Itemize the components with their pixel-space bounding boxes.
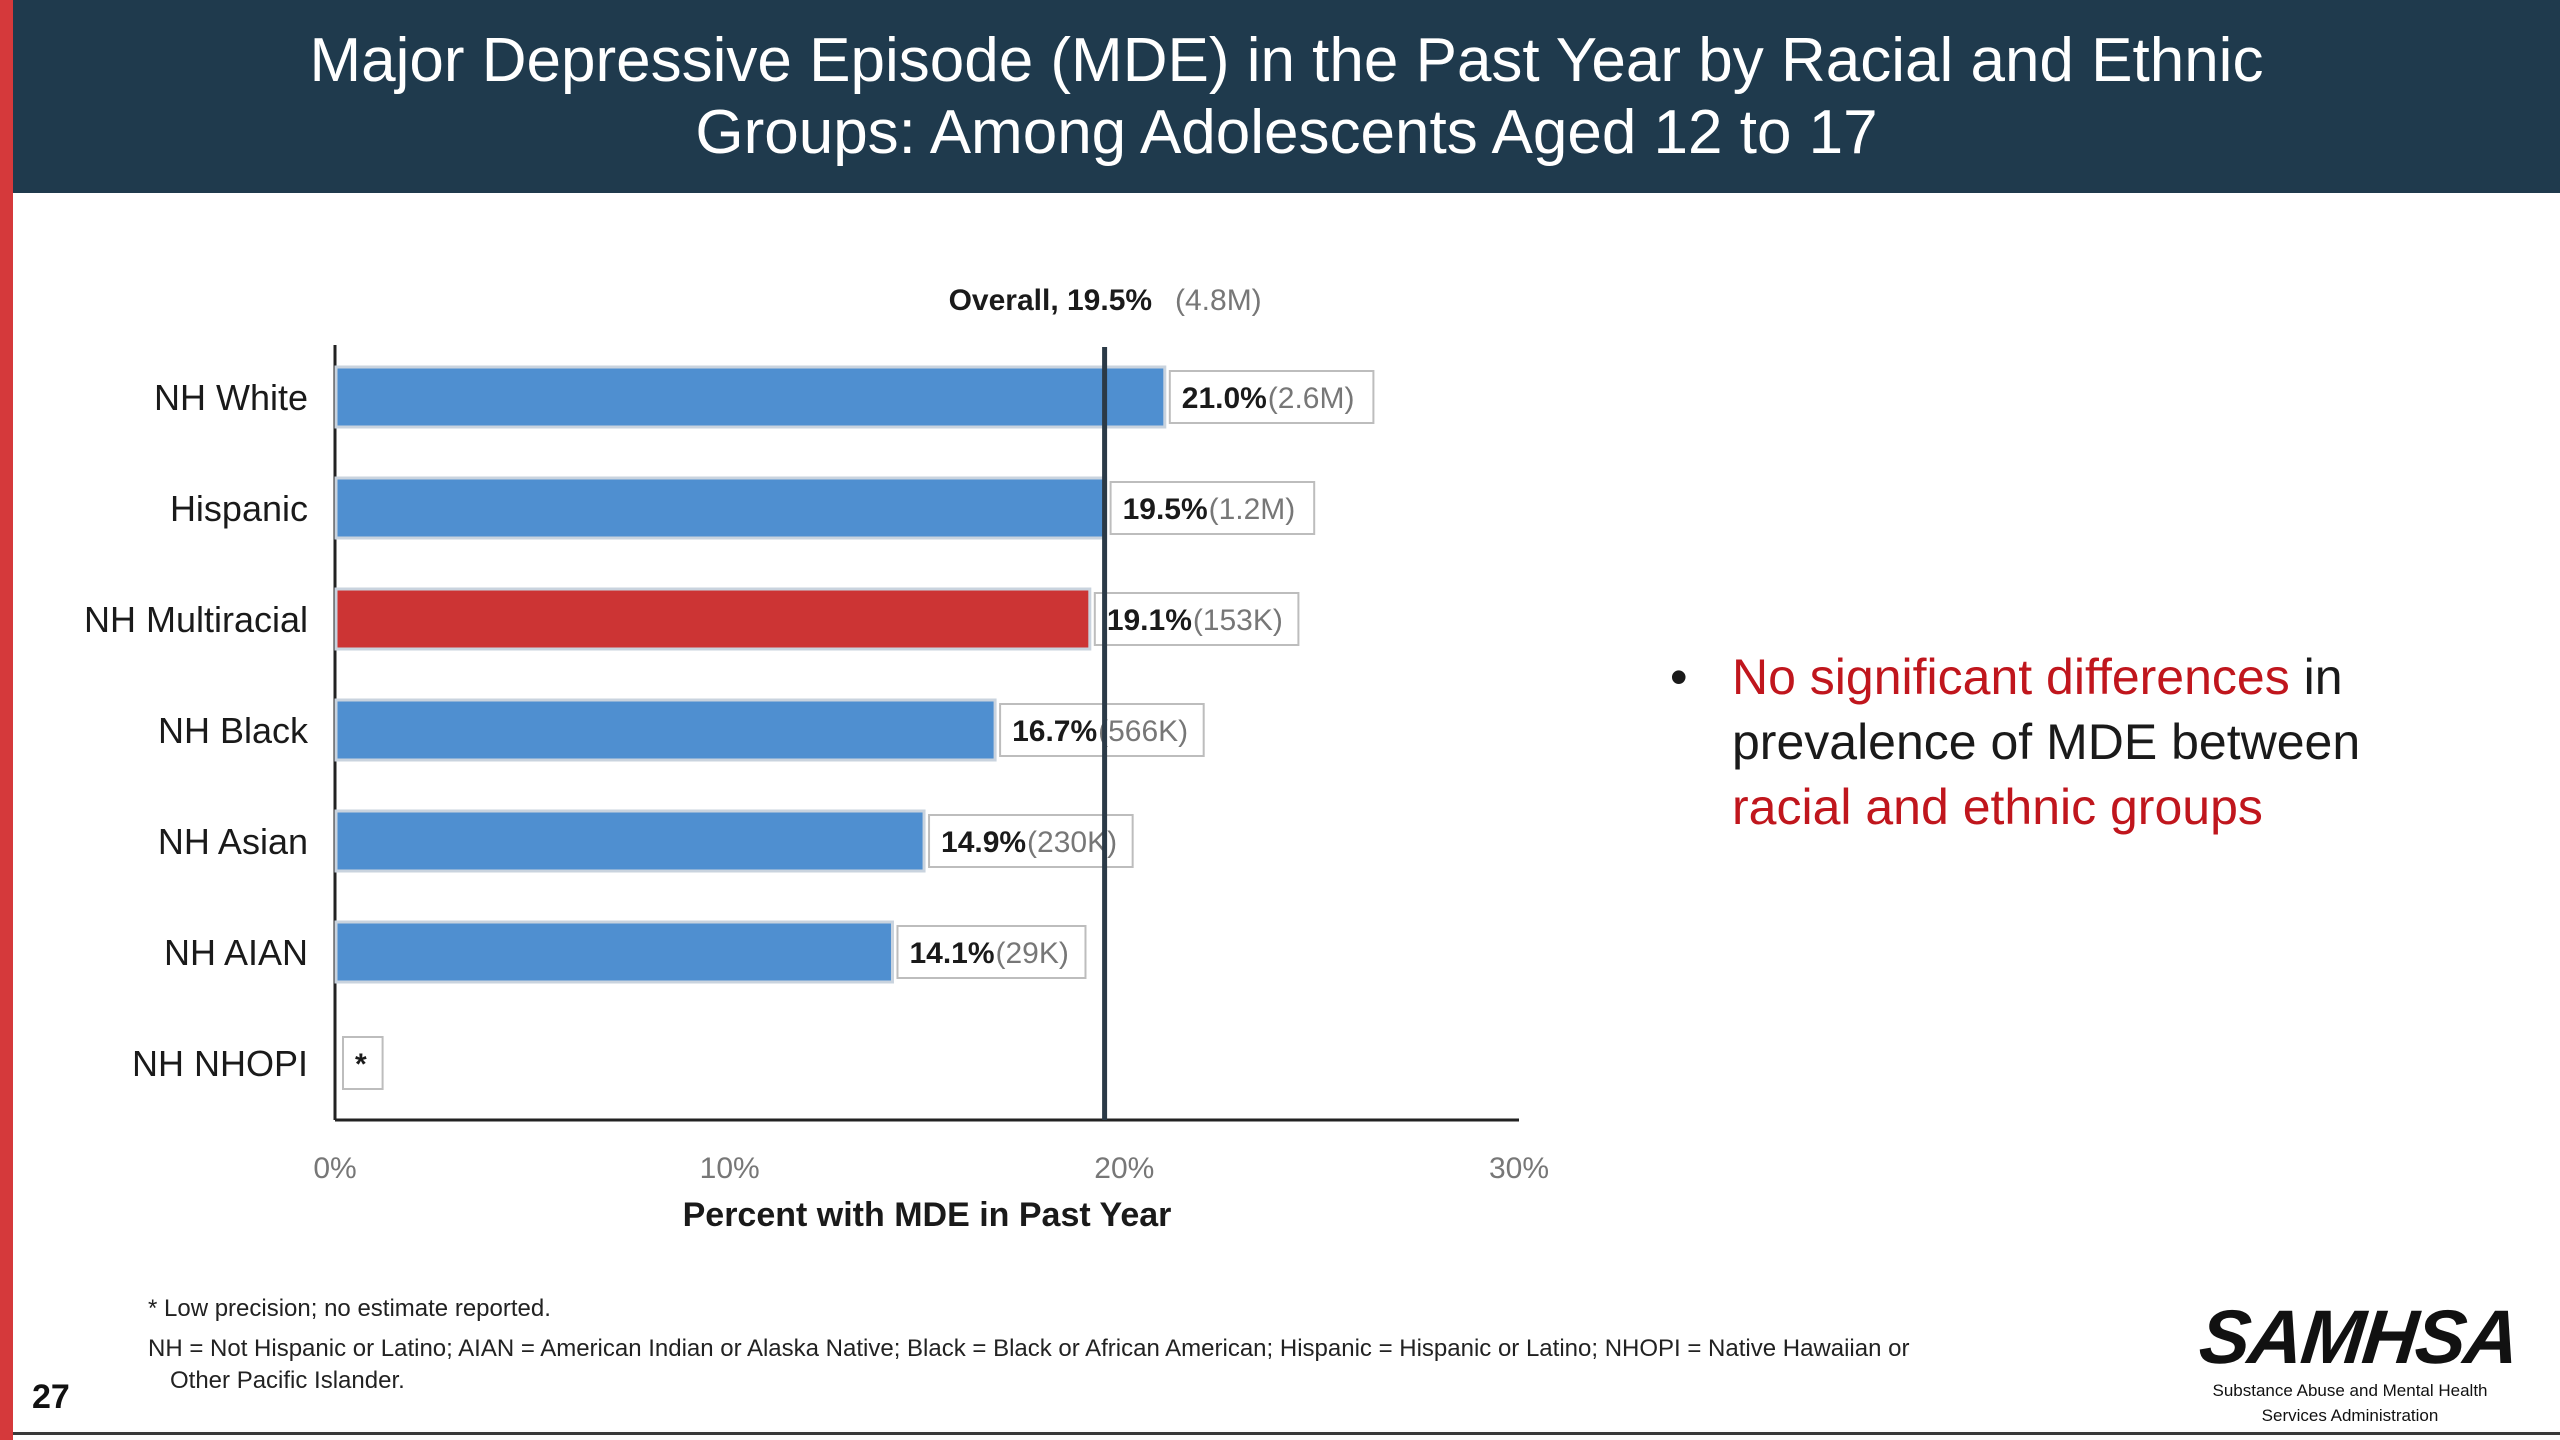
logo-wordmark: SAMHSA	[2195, 1295, 2522, 1380]
bullet-icon: •	[1670, 649, 1688, 705]
overall-reference-label: Overall, 19.5%	[949, 284, 1152, 317]
data-label-value: 16.7%	[1012, 715, 1097, 748]
samhsa-logo: SAMHSA Substance Abuse and Mental Health…	[2196, 1295, 2522, 1426]
category-label: NH Asian	[158, 821, 308, 862]
x-tick-label: 20%	[1094, 1152, 1154, 1185]
logo-subtitle-line1: Substance Abuse and Mental Health	[2212, 1381, 2488, 1400]
data-label-value: *	[355, 1048, 367, 1081]
category-label: NH White	[154, 377, 308, 418]
category-label: Hispanic	[170, 488, 308, 529]
data-label-count: (230K)	[1027, 826, 1117, 859]
footnote-abbreviations: NH = Not Hispanic or Latino; AIAN = Amer…	[148, 1333, 2118, 1397]
data-label-value: 19.5%	[1123, 493, 1208, 526]
callout-text-1: in prevalence of MDE between	[1732, 649, 2361, 770]
data-label-box	[1168, 370, 1375, 424]
logo-subtitle-line2: Services Administration	[2261, 1406, 2439, 1425]
data-label-value: 14.9%	[941, 826, 1026, 859]
left-accent-stripe	[0, 0, 13, 1440]
key-finding-callout: • No significant differences in prevalen…	[1670, 645, 2490, 840]
data-label-count: (2.6M)	[1268, 382, 1355, 415]
title-bar: Major Depressive Episode (MDE) in the Pa…	[13, 0, 2560, 193]
data-label-box	[1093, 592, 1300, 646]
x-tick-label: 0%	[313, 1152, 356, 1185]
slide-title: Major Depressive Episode (MDE) in the Pa…	[309, 25, 2264, 167]
footnote-abbreviations-line1: NH = Not Hispanic or Latino; AIAN = Amer…	[148, 1335, 1910, 1362]
data-label-box	[999, 703, 1205, 757]
data-label-value: 14.1%	[909, 937, 994, 970]
data-label-count: (566K)	[1098, 715, 1188, 748]
category-label: NH AIAN	[164, 932, 308, 973]
footnote-low-precision: * Low precision; no estimate reported.	[148, 1295, 551, 1322]
footnote-abbreviations-line2: Other Pacific Islander.	[170, 1367, 405, 1394]
category-label: NH NHOPI	[132, 1043, 308, 1084]
x-tick-label: 10%	[700, 1152, 760, 1185]
page-number: 27	[32, 1378, 70, 1416]
bar	[334, 587, 1092, 651]
category-label: NH Black	[158, 710, 309, 751]
callout-highlight-2: racial and ethnic groups	[1732, 779, 2263, 835]
bar	[334, 698, 997, 762]
data-label-count: (29K)	[995, 937, 1068, 970]
bar	[334, 809, 926, 873]
data-label-box	[928, 814, 1134, 868]
data-label-value: 21.0%	[1182, 382, 1267, 415]
category-label: NH Multiracial	[84, 599, 308, 640]
data-label-count: (153K)	[1193, 604, 1283, 637]
bar	[334, 920, 894, 984]
data-label-box	[342, 1036, 384, 1090]
callout-highlight-1: No significant differences	[1732, 649, 2290, 705]
x-tick-label: 30%	[1489, 1152, 1549, 1185]
data-label-value: 19.1%	[1107, 604, 1192, 637]
bar	[334, 476, 1108, 540]
x-axis-label: Percent with MDE in Past Year	[683, 1196, 1172, 1234]
bar-chart: 0% 10% 20% 30% Percent with MDE in Past Year…	[84, 284, 1549, 1234]
bottom-rule	[13, 1432, 2560, 1435]
data-label-box	[896, 925, 1087, 979]
data-label-count: (1.2M)	[1209, 493, 1296, 526]
bar	[334, 365, 1167, 429]
data-label-box	[1109, 481, 1316, 535]
callout-text: No significant differences in prevalence…	[1732, 645, 2490, 840]
overall-reference-count: (4.8M)	[1175, 284, 1262, 317]
